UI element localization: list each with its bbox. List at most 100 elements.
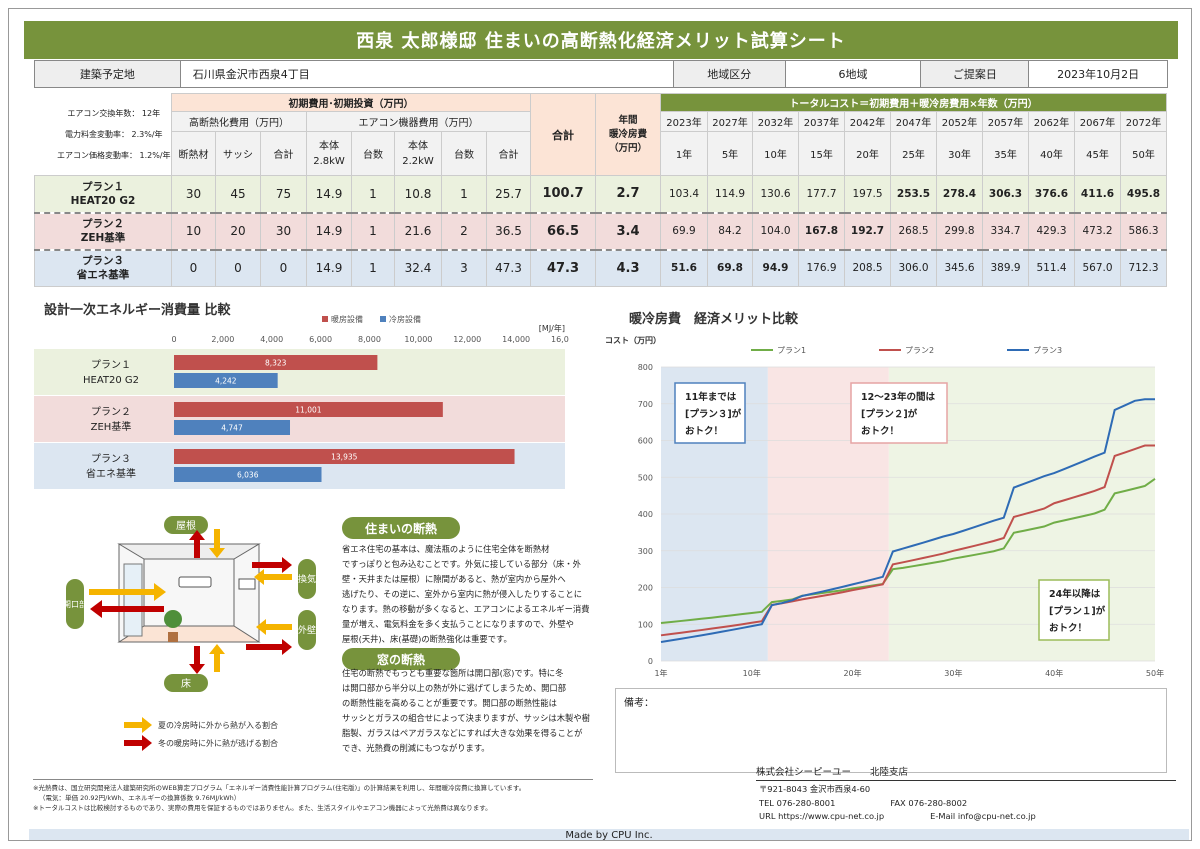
- year-10: 2072年: [1120, 111, 1167, 132]
- plan-cost: 130.6: [752, 175, 799, 213]
- text-line: なります。熱の移動が多くなると、エアコンによるエネルギー消費: [342, 604, 590, 614]
- span-4: 20年: [844, 131, 891, 176]
- plan-value: 0: [171, 248, 216, 287]
- plan-value: 10.8: [394, 175, 442, 213]
- company-info: 〒921-8043 金沢市西泉4-60 TEL 076-280-8001 FAX …: [759, 783, 1179, 824]
- arrow-winter-floor: [189, 646, 205, 674]
- plan-cost: 192.7: [844, 211, 891, 250]
- plan-cost: 197.5: [844, 175, 891, 213]
- energy-tick: 0: [171, 335, 176, 344]
- year-4: 2042年: [844, 111, 891, 132]
- bar-label: 6,036: [237, 471, 259, 480]
- plan-value: 1: [351, 175, 395, 213]
- plan-annual: 4.3: [595, 248, 661, 287]
- year-3: 2037年: [798, 111, 845, 132]
- cost-chart: コスト（万円） 0 100 200 300 400 500 600 700 800 1年 10年 20年…: [605, 335, 1164, 678]
- plan-value: 1: [441, 175, 487, 213]
- x-tick: 10年: [743, 668, 761, 678]
- plan-value: 30: [260, 211, 307, 250]
- plan-cost: 429.3: [1028, 211, 1075, 250]
- plan-value: 20: [215, 211, 261, 250]
- sub-subtotal: 合計: [260, 131, 307, 176]
- arrow-summer-wall: [256, 619, 292, 635]
- cool-bar: [174, 467, 322, 482]
- plan-value: 0: [260, 248, 307, 287]
- year-5: 2047年: [890, 111, 937, 132]
- sub-body2-b: 2.2kW: [402, 155, 434, 167]
- year-9: 2067年: [1074, 111, 1121, 132]
- annual-c: （万円）: [608, 142, 647, 154]
- text-line: 脂製、ガラスはペアガラスなどにすれば大きな効果を得ることが: [342, 728, 583, 738]
- text-line: の断熱性能を高めることが重要です。開口部の断熱性能は: [342, 698, 557, 708]
- annual-b: 暖冷房費: [608, 128, 647, 140]
- assumption-price: エアコン価格変動率： 1.2%/年: [56, 150, 171, 160]
- span-10: 50年: [1120, 131, 1167, 176]
- total-header: 合計: [530, 93, 596, 176]
- company-addr: 〒921-8043 金沢市西泉4-60: [759, 784, 871, 794]
- company-name: 株式会社シーピーユー 北陸支店: [756, 764, 1176, 781]
- region-label: 地域区分: [673, 61, 786, 87]
- plan-cost: 376.6: [1028, 175, 1075, 213]
- text-line: サッシとガラスの組合せによって決まりますが、サッシは木製や樹: [342, 713, 590, 723]
- energy-tick: 2,000: [211, 335, 234, 344]
- plan-value: 36.5: [486, 211, 531, 250]
- note-plan3-text: 11年までは: [685, 391, 737, 403]
- insulation-header: 高断熱化費用（万円）: [171, 111, 307, 132]
- y-tick: 500: [638, 473, 653, 482]
- plan-annual: 2.7: [595, 175, 661, 213]
- heat-bar: [174, 402, 443, 417]
- y-tick: 400: [638, 510, 653, 519]
- plan-cost: 306.3: [982, 175, 1029, 213]
- energy-row-label2: 省エネ基準: [86, 467, 136, 480]
- y-tick: 200: [638, 584, 653, 593]
- plan-row: プラン２ ZEH基準 10 20 30 14.9 1 21.6 2 36.5 66.5 3.4 69.9…: [34, 211, 1167, 250]
- plan-cost: 712.3: [1120, 248, 1167, 287]
- insulation-text: 省エネ住宅の基本は、魔法瓶のように住宅全体を断熱材 ですっぽりと包み込むことです。…: [342, 542, 594, 647]
- energy-row-label1: プラン３: [91, 453, 131, 465]
- legend-cool-swatch: [380, 316, 386, 322]
- sub-units2: 台数: [441, 131, 487, 176]
- series-line-2: [660, 444, 1155, 637]
- plan-name-line1: プラン３: [82, 255, 124, 268]
- vent-pill: [298, 559, 316, 599]
- legend-label: プラン3: [1033, 346, 1062, 355]
- y-tick: 100: [638, 620, 653, 629]
- initial-cost-header: 初期費用･初期投資（万円）: [171, 93, 531, 112]
- annual-header: 年間暖冷房費 （万円）: [595, 93, 661, 176]
- text-line: 壁・天井または屋根）に隙間があると、熱が室内から屋外へ: [342, 574, 566, 584]
- energy-tick: 8,000: [358, 335, 381, 344]
- plan-value: 0: [215, 248, 261, 287]
- sub-insulation: 断熱材: [171, 131, 216, 176]
- summer-arrows: [89, 529, 292, 672]
- span-2: 10年: [752, 131, 799, 176]
- span-6: 30年: [936, 131, 983, 176]
- plan-value: 14.9: [306, 248, 352, 287]
- plan-total: 66.5: [530, 211, 596, 250]
- cool-bar: [174, 373, 278, 388]
- text-line: ですっぽりと包み込むことです。外気に接している部分（床・外: [342, 559, 581, 569]
- plan-row: プラン１ HEAT20 G2 30 45 75 14.9 1 10.8 1 25.7 100.7 2.…: [34, 175, 1167, 213]
- annual-a: 年間: [618, 114, 638, 126]
- plan-name: プラン１ HEAT20 G2: [34, 175, 172, 213]
- sub-body2: 本体 2.2kW: [394, 131, 442, 176]
- arrow-summer-roof: [209, 529, 225, 558]
- heat-bar: [174, 355, 378, 370]
- plan-value: 14.9: [306, 211, 352, 250]
- legend-label: プラン1: [777, 346, 806, 355]
- insulation-title: 住まいの断熱: [342, 517, 460, 539]
- sub-body1-a: 本体: [319, 140, 339, 152]
- plan-value: 45: [215, 175, 261, 213]
- energy-tick: 12,000: [453, 335, 481, 344]
- comparison-table: エアコン交換年数： 12年 電力料金変動率： 2.3%/年 エアコン価格変動率：…: [34, 93, 1167, 287]
- y-tick: 700: [638, 400, 653, 409]
- note-plan3: [674, 382, 746, 444]
- info-row: 建築予定地 石川県金沢市西泉4丁目 地域区分 6地域 ご提案日 2023年10月…: [34, 60, 1168, 88]
- site-label: 建築予定地: [35, 61, 181, 87]
- legend-heat: 暖房設備: [331, 314, 363, 324]
- span-0: 1年: [660, 131, 708, 176]
- plan-cost: 473.2: [1074, 211, 1121, 250]
- sub-body2-a: 本体: [408, 140, 428, 152]
- note-plan1-text: [プラン１]が: [1049, 605, 1106, 617]
- y-axis-label: コスト（万円）: [605, 335, 661, 345]
- sub-sash: サッシ: [215, 131, 261, 176]
